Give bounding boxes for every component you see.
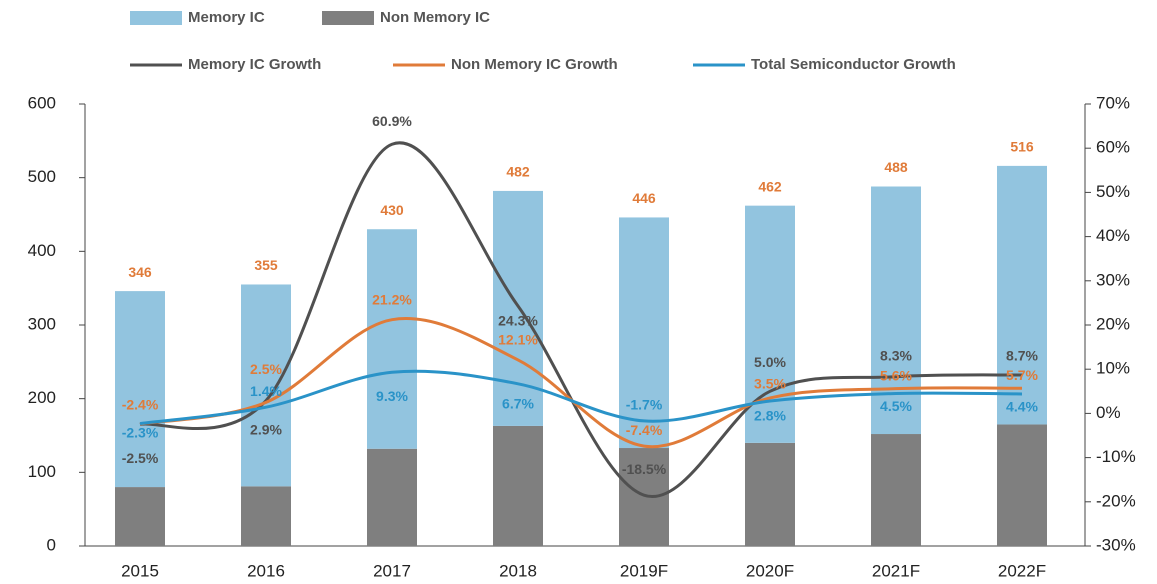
value-label: 5.6% xyxy=(880,367,912,383)
legend-swatch xyxy=(322,11,374,25)
bar-segment xyxy=(619,448,669,546)
total-label: 482 xyxy=(506,164,530,180)
bar-segment xyxy=(619,217,669,449)
value-label: -18.5% xyxy=(622,461,667,477)
x-tick-label: 2019F xyxy=(620,561,668,580)
y2-tick-label: 30% xyxy=(1096,270,1130,289)
y-tick-label: 200 xyxy=(28,388,56,407)
value-label: 21.2% xyxy=(372,291,412,307)
total-label: 346 xyxy=(128,264,152,280)
value-label: 12.1% xyxy=(498,332,538,348)
total-label: 516 xyxy=(1010,139,1034,155)
value-label: 2.9% xyxy=(250,421,282,437)
bar-segment xyxy=(115,291,165,488)
value-label: -7.4% xyxy=(626,422,663,438)
y-tick-label: 400 xyxy=(28,241,56,260)
legend-label: Memory IC Growth xyxy=(188,56,321,73)
x-tick-label: 2020F xyxy=(746,561,794,580)
x-tick-label: 2018 xyxy=(499,561,537,580)
y-tick-label: 500 xyxy=(28,167,56,186)
value-label: 9.3% xyxy=(376,388,408,404)
x-tick-label: 2016 xyxy=(247,561,285,580)
y-tick-label: 300 xyxy=(28,314,56,333)
value-label: 8.7% xyxy=(1006,348,1038,364)
value-label: 2.8% xyxy=(754,408,786,424)
legend-label: Non Memory IC xyxy=(380,9,490,26)
y-tick-label: 600 xyxy=(28,93,56,112)
bar-segment xyxy=(997,424,1047,546)
total-label: 488 xyxy=(884,159,908,175)
growth-line xyxy=(139,141,1023,499)
value-label: 5.0% xyxy=(754,354,786,370)
total-label: 355 xyxy=(254,257,278,273)
value-label: 1.4% xyxy=(250,383,282,399)
y2-tick-label: 70% xyxy=(1096,93,1130,112)
y2-tick-label: 40% xyxy=(1096,226,1130,245)
y2-tick-label: -20% xyxy=(1096,491,1136,510)
bar-segment xyxy=(493,425,543,546)
growth-line xyxy=(139,317,1023,449)
bar-segment xyxy=(241,284,291,487)
bar-segment xyxy=(367,229,417,449)
y2-tick-label: 20% xyxy=(1096,314,1130,333)
value-label: 2.5% xyxy=(250,361,282,377)
value-label: 5.7% xyxy=(1006,367,1038,383)
value-label: -2.3% xyxy=(122,424,159,440)
y-tick-label: 0 xyxy=(47,535,56,554)
bar-segment xyxy=(871,186,921,435)
bar-segment xyxy=(871,434,921,546)
bar-segment xyxy=(745,442,795,546)
total-label: 430 xyxy=(380,202,404,218)
value-label: 24.3% xyxy=(498,313,538,329)
bar-segment xyxy=(997,165,1047,425)
value-label: -2.5% xyxy=(122,450,159,466)
value-label: 6.7% xyxy=(502,395,534,411)
value-label: -2.4% xyxy=(122,397,159,413)
x-tick-label: 2021F xyxy=(872,561,920,580)
bar-segment xyxy=(241,486,291,546)
y2-tick-label: 0% xyxy=(1096,403,1121,422)
y2-tick-label: -10% xyxy=(1096,447,1136,466)
bar-segment xyxy=(367,448,417,546)
value-label: 3.5% xyxy=(754,376,786,392)
legend-label: Memory IC xyxy=(188,9,265,26)
legend-swatch xyxy=(130,11,182,25)
x-tick-label: 2022F xyxy=(998,561,1046,580)
y-tick-label: 100 xyxy=(28,462,56,481)
value-label: 4.5% xyxy=(880,398,912,414)
total-label: 446 xyxy=(632,190,656,206)
y2-tick-label: -30% xyxy=(1096,535,1136,554)
y2-tick-label: 50% xyxy=(1096,182,1130,201)
value-label: 8.3% xyxy=(880,347,912,363)
bar-segment xyxy=(115,487,165,546)
value-label: 4.4% xyxy=(1006,399,1038,415)
value-label: 60.9% xyxy=(372,113,412,129)
value-label: -1.7% xyxy=(626,397,663,413)
x-tick-label: 2017 xyxy=(373,561,411,580)
legend-label: Total Semiconductor Growth xyxy=(751,56,956,73)
growth-line xyxy=(139,369,1023,426)
total-label: 462 xyxy=(758,178,782,194)
y2-tick-label: 60% xyxy=(1096,138,1130,157)
legend-label: Non Memory IC Growth xyxy=(451,56,618,73)
y2-tick-label: 10% xyxy=(1096,359,1130,378)
x-tick-label: 2015 xyxy=(121,561,159,580)
